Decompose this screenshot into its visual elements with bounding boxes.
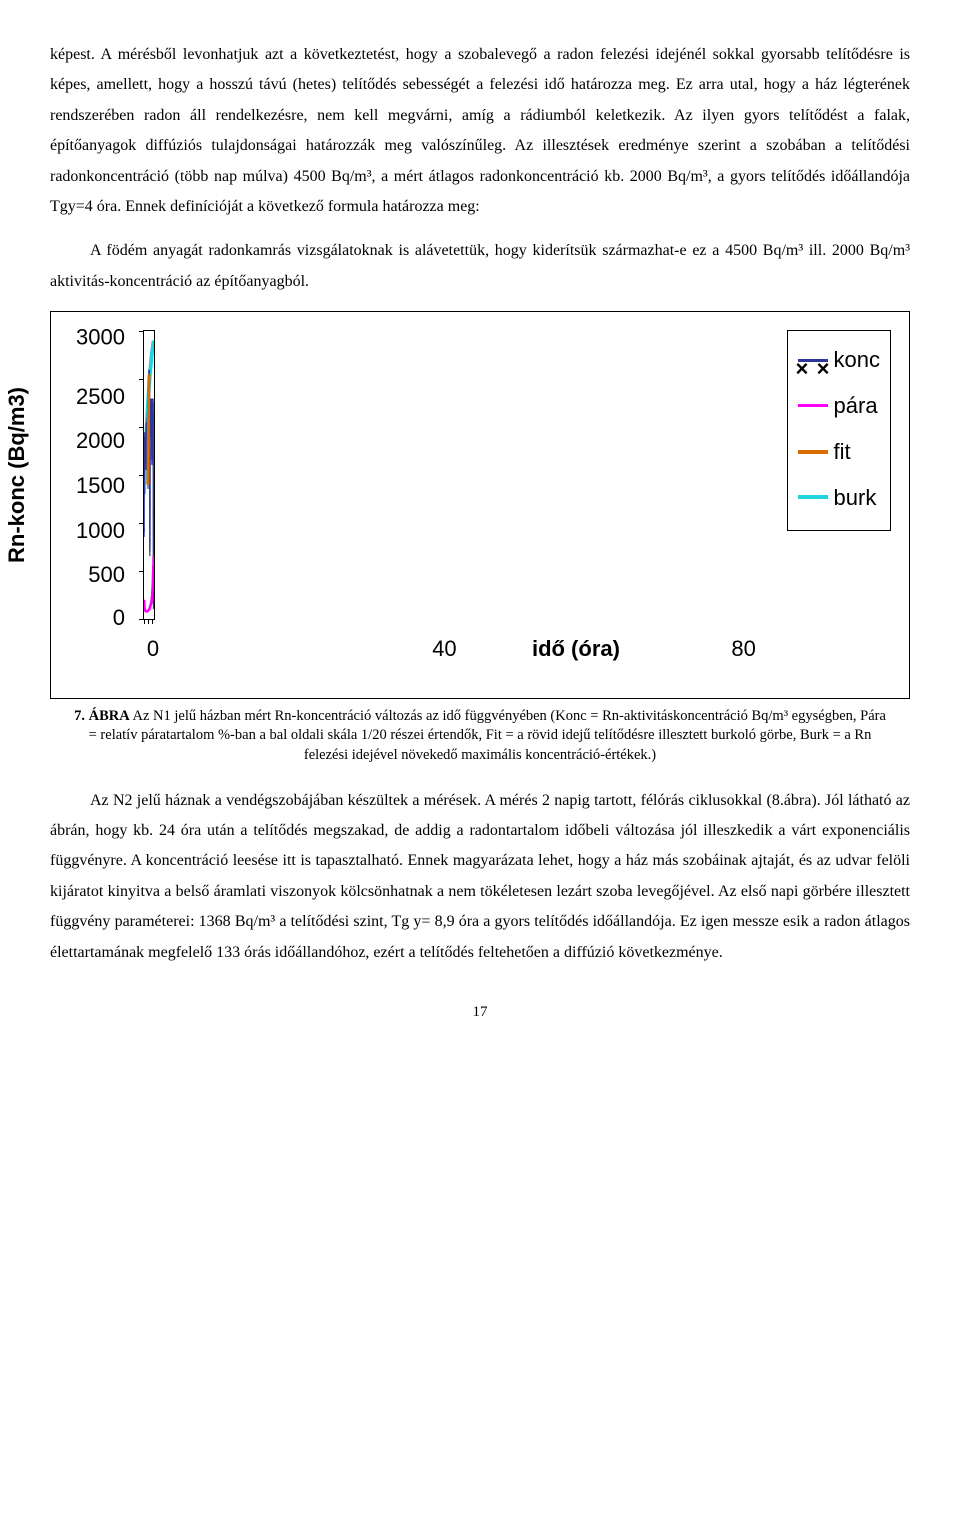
x-tick: 80 <box>731 628 751 670</box>
paragraph-2: A födém anyagát radonkamrás vizsgálatokn… <box>50 236 910 297</box>
paragraph-3: Az N2 jelű háznak a vendégszobájában kés… <box>50 786 910 968</box>
y-axis-label: Rn-konc (Bq/m3) <box>0 387 38 563</box>
legend-label: fit <box>834 431 851 473</box>
legend-item-fit: fit <box>798 429 880 475</box>
y-tick: 3000 <box>69 327 125 349</box>
caption-bold: 7. ÁBRA <box>74 708 130 724</box>
y-tick: 1000 <box>69 520 125 542</box>
figure-caption: 7. ÁBRA Az N1 jelű házban mért Rn-koncen… <box>70 707 890 766</box>
legend-label: konc <box>834 339 880 381</box>
x-ticks: 0 40 idő (óra) 80 . <box>143 628 891 670</box>
y-tick: 2000 <box>69 430 125 452</box>
y-tick: 500 <box>69 564 125 586</box>
y-ticks: 3000 2500 2000 1500 1000 500 0 <box>69 330 131 620</box>
legend-label: pára <box>834 385 878 427</box>
legend-swatch <box>798 450 828 454</box>
x-tick: 0 <box>143 628 163 670</box>
legend-swatch <box>798 404 828 407</box>
legend-swatch <box>798 359 828 362</box>
legend-item-konc: konc <box>798 337 880 383</box>
plot-area <box>143 330 155 620</box>
legend-label: burk <box>834 477 877 519</box>
paragraph-1: képest. A mérésből levonhatjuk azt a köv… <box>50 40 910 222</box>
legend-swatch <box>798 495 828 499</box>
legend-item-para: pára <box>798 383 880 429</box>
y-tick: 1500 <box>69 475 125 497</box>
x-tick: 40 <box>432 628 452 670</box>
y-tick: 2500 <box>69 386 125 408</box>
y-tick: 0 <box>69 607 125 629</box>
caption-text: Az N1 jelű házban mért Rn-koncentráció v… <box>89 708 886 763</box>
page-number: 17 <box>50 998 910 1027</box>
chart-container: Rn-konc (Bq/m3) 3000 2500 2000 1500 1000… <box>50 311 910 699</box>
x-axis-label: idő (óra) <box>532 628 620 670</box>
legend-item-burk: burk <box>798 475 880 521</box>
legend: konc pára fit burk <box>787 330 891 531</box>
